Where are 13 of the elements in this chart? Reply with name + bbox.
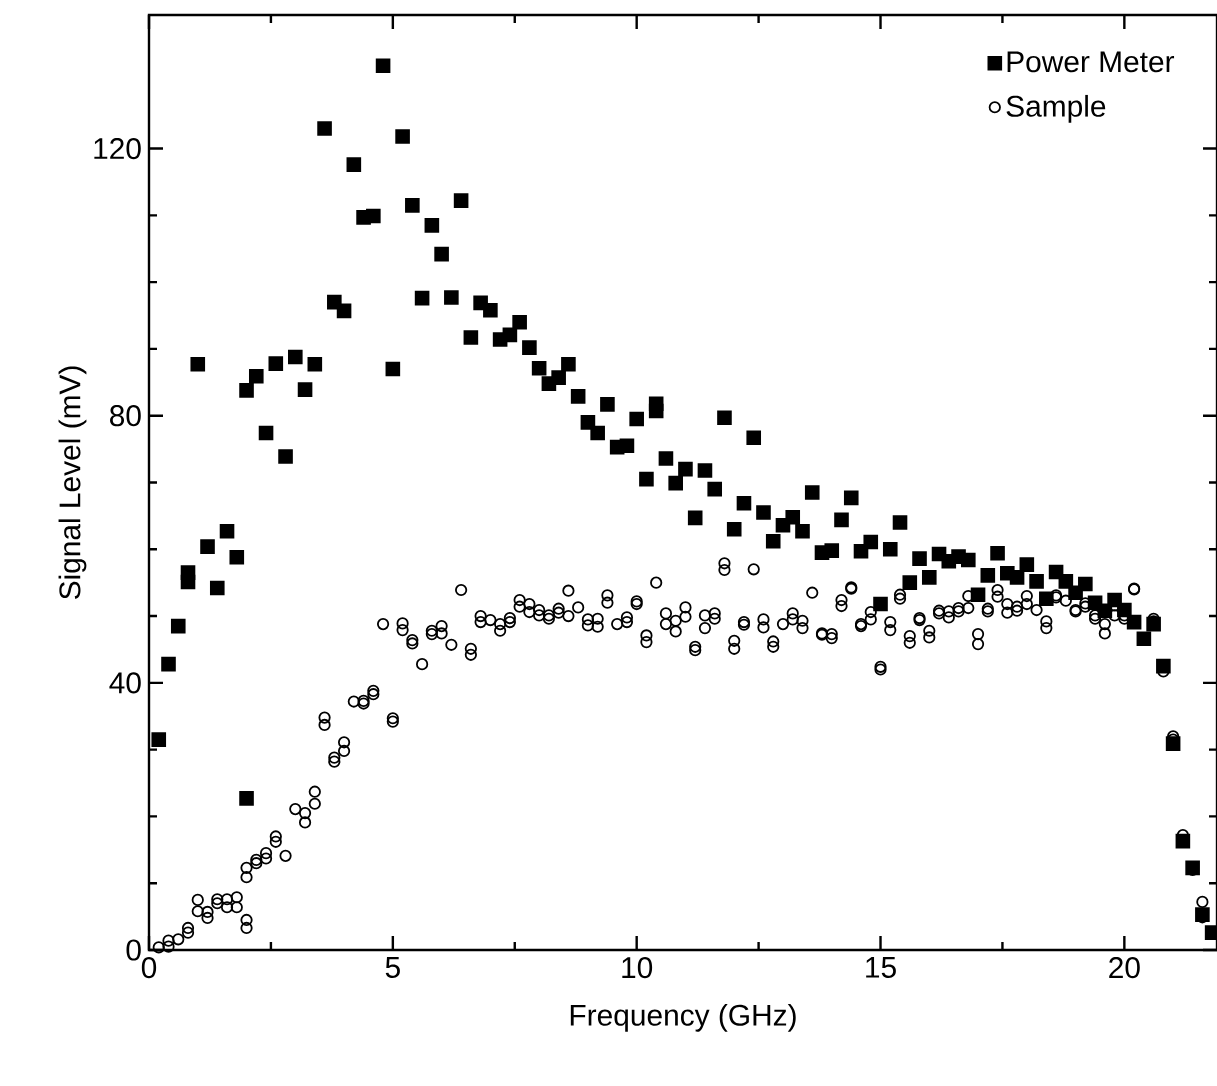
x-tick-label: 5 — [385, 957, 400, 978]
legend-label: Power Meter — [1007, 51, 1175, 73]
x-tick-label: 15 — [866, 957, 896, 978]
x-axis-title: Frequency (GHz) — [570, 1003, 796, 1032]
y-axis-title: Signal Level (mV) — [58, 366, 87, 600]
x-tick-label: 0 — [141, 957, 157, 979]
legend-label: Sample — [1006, 94, 1106, 123]
x-tick-label: 20 — [1109, 957, 1140, 979]
y-tick-label: 120 — [94, 137, 141, 160]
y-tick-label: 0 — [126, 939, 141, 961]
y-tick-label: 40 — [109, 672, 141, 694]
x-tick-label: 10 — [622, 957, 653, 979]
y-tick-label: 80 — [110, 405, 141, 427]
